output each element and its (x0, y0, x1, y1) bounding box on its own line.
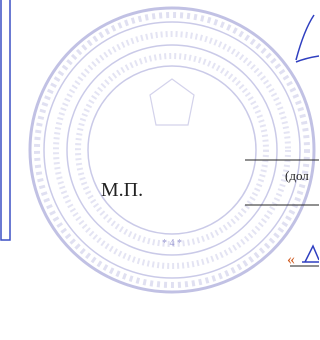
page: {"stamp": {"label": "М.П.", "center_text… (0, 0, 319, 340)
stamp (30, 8, 314, 292)
position-hint: (дол (285, 168, 309, 183)
date-quote: « (287, 251, 295, 268)
document-fragment: * 4 * М.П. (дол « (0, 0, 319, 340)
handwriting (296, 15, 319, 62)
stamp-number: * 4 * (162, 238, 182, 249)
frame (1, 0, 10, 240)
stamp-place-label: М.П. (101, 179, 143, 201)
handwriting (302, 246, 319, 262)
